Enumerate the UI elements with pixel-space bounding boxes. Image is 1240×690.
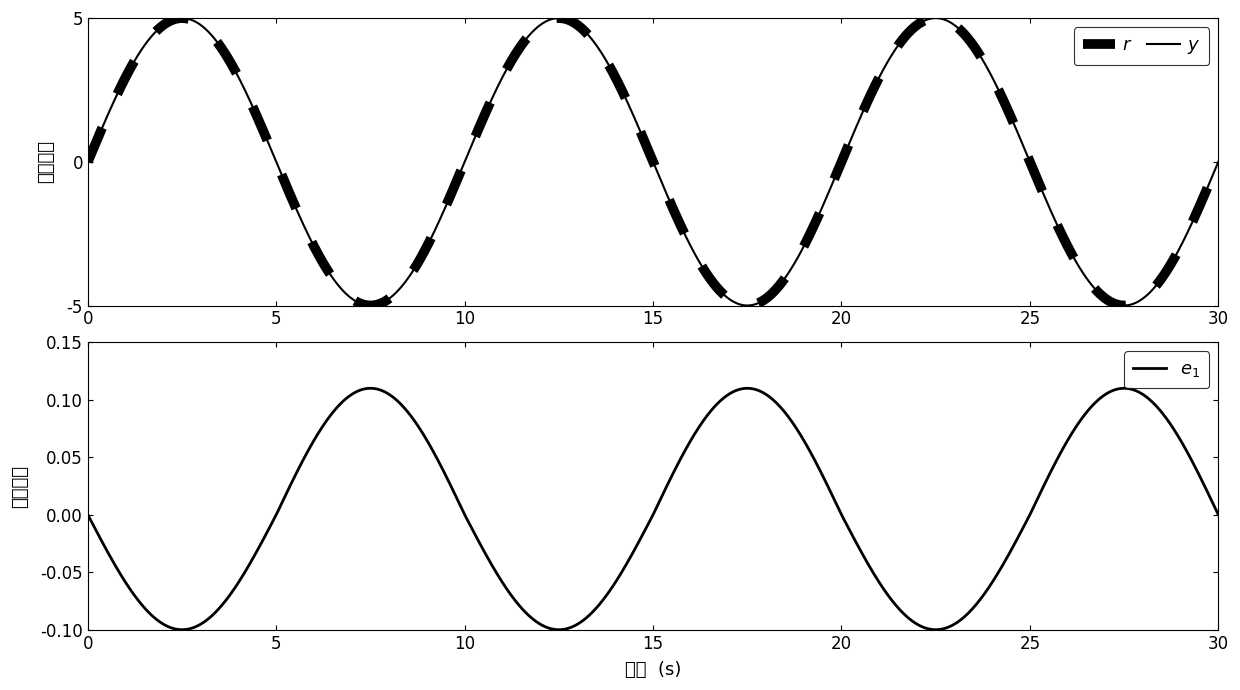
$r$ xyxy=(563,17,578,25)
$y$ xyxy=(277,177,291,185)
$y$ xyxy=(515,41,529,49)
$r$ xyxy=(277,177,291,185)
$y$ xyxy=(1117,302,1132,310)
$e_1$ xyxy=(277,494,291,502)
$r$ xyxy=(1068,255,1083,264)
Y-axis label: 跟踪误差: 跟踪误差 xyxy=(11,464,29,508)
$r$ xyxy=(175,14,190,22)
$e_1$ xyxy=(1117,384,1132,393)
X-axis label: 时间  (s): 时间 (s) xyxy=(625,661,681,679)
$r$ xyxy=(1117,302,1132,310)
$r$ xyxy=(81,158,95,166)
$y$ xyxy=(1068,255,1083,264)
Line: $y$: $y$ xyxy=(88,18,1219,306)
Line: $e_1$: $e_1$ xyxy=(88,388,1219,630)
Y-axis label: 跟踪控制: 跟踪控制 xyxy=(37,140,56,184)
$y$ xyxy=(563,17,578,25)
$y$ xyxy=(81,158,95,166)
$y$ xyxy=(1211,158,1226,166)
$y$ xyxy=(210,38,224,46)
$e_1$ xyxy=(210,607,224,615)
$r$ xyxy=(210,38,224,46)
$e_1$ xyxy=(563,623,578,631)
Line: $r$: $r$ xyxy=(88,18,1219,306)
$e_1$ xyxy=(81,511,95,519)
Legend: $e_1$: $e_1$ xyxy=(1125,351,1209,388)
$e_1$ xyxy=(1068,424,1083,433)
Legend: $r$, $y$: $r$, $y$ xyxy=(1074,27,1209,65)
$r$ xyxy=(1189,208,1204,217)
$e_1$ xyxy=(515,604,529,613)
$y$ xyxy=(175,14,190,22)
$y$ xyxy=(1189,208,1204,217)
$r$ xyxy=(515,41,529,49)
$r$ xyxy=(1211,158,1226,166)
$e_1$ xyxy=(1211,511,1226,519)
$e_1$ xyxy=(1189,466,1204,475)
$e_1$ xyxy=(175,626,190,634)
